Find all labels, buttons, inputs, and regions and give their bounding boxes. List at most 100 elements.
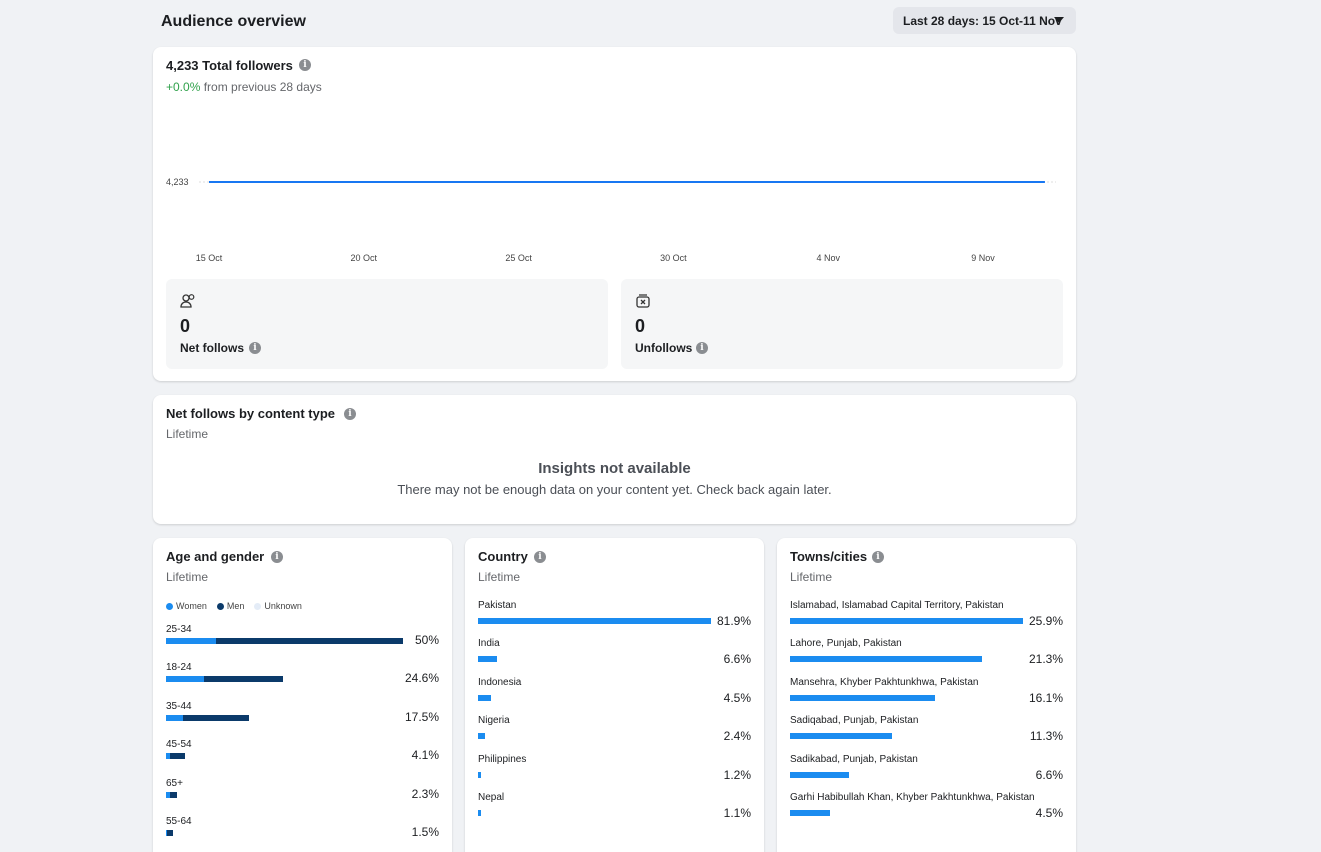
bar-segment xyxy=(166,830,167,836)
bar-segment xyxy=(166,676,204,683)
bar xyxy=(478,618,711,624)
value-label: 11.3% xyxy=(1029,729,1063,744)
category-label: 45-54 xyxy=(166,739,192,751)
card-title: Age and gender xyxy=(166,549,265,564)
net-follows-value: 0 xyxy=(180,316,191,336)
category-label: Indonesia xyxy=(478,676,522,688)
legend-dot xyxy=(166,603,173,610)
value-label: 1.2% xyxy=(723,767,751,782)
info-icon[interactable]: i xyxy=(299,59,311,71)
bar xyxy=(790,733,892,740)
net-follows-box: 0 Net follows i xyxy=(166,279,608,369)
followers-title: 4,233 Total followers xyxy=(166,58,293,73)
period: Lifetime xyxy=(166,570,209,584)
category-label: Sadiqabad, Punjab, Pakistan xyxy=(790,715,919,727)
category-label: 65+ xyxy=(166,777,183,789)
legend-dot xyxy=(254,603,262,610)
value-label: 6.6% xyxy=(1035,767,1063,782)
category-label: Islamabad, Islamabad Capital Territory, … xyxy=(790,600,1004,611)
bar xyxy=(790,656,982,663)
page-title: Audience overview xyxy=(161,13,306,30)
caret xyxy=(1054,17,1064,23)
info-icon[interactable]: i xyxy=(534,551,546,563)
date-range: Last 28 days: 15 Oct-11 Nov xyxy=(903,14,1062,28)
value-label: 4.5% xyxy=(723,690,751,705)
people-icon xyxy=(180,294,195,308)
x-tick-label: 15 Oct xyxy=(196,253,223,263)
date-button[interactable]: Last 28 days: 15 Oct-11 Nov xyxy=(893,7,1076,34)
empty-text: There may not be enough data on your con… xyxy=(397,482,832,497)
age-gender-card: Age and gender i Lifetime Women Men Unknown 25… xyxy=(153,538,452,852)
bar-segment xyxy=(166,791,170,798)
x-tick-label: 30 Oct xyxy=(660,253,687,263)
value-label: 1.1% xyxy=(723,806,751,820)
bar xyxy=(790,810,831,816)
bar-segment xyxy=(203,676,283,683)
bar xyxy=(478,771,482,778)
info-icon[interactable]: i xyxy=(249,342,261,354)
y-tick-label: 4,233 xyxy=(166,177,189,187)
unfollows-value: 0 xyxy=(635,316,646,336)
period: Lifetime xyxy=(790,570,833,584)
change: +0.0% xyxy=(166,80,201,94)
bar xyxy=(790,771,850,778)
value-label: 16.1% xyxy=(1028,690,1063,705)
category-label: Mansehra, Khyber Pakhtunkhwa, Pakistan xyxy=(790,676,979,688)
category-label: Garhi Habibullah Khan, Khyber Pakhtunkhw… xyxy=(790,792,1035,803)
value-label: 50% xyxy=(414,633,439,647)
x-tick-label: 9 Nov xyxy=(971,253,995,263)
x-tick-label: 20 Oct xyxy=(351,253,378,263)
category-label: 35-44 xyxy=(166,700,192,712)
value-label: 1.5% xyxy=(411,825,439,839)
value-label: 21.3% xyxy=(1028,652,1063,667)
x-tick-label: 4 Nov xyxy=(816,253,840,263)
followers-card: 4,233 Total followers i +0.0% from previ… xyxy=(153,47,1076,381)
cities-card: Towns/cities i Lifetime Islamabad, Islamaba… xyxy=(777,538,1076,852)
unfollows-label: Unfollows xyxy=(635,341,693,355)
value-label: 6.6% xyxy=(723,652,751,667)
category-label: Nepal xyxy=(478,792,505,803)
value-label: 24.6% xyxy=(404,671,439,686)
category-label: India xyxy=(478,638,500,650)
bar xyxy=(478,810,482,816)
bar-segment xyxy=(166,638,216,644)
card-title: Net follows by content type xyxy=(166,406,336,421)
bar-segment xyxy=(169,791,177,798)
unfollow-icon xyxy=(636,294,650,308)
value-label: 4.1% xyxy=(411,748,439,763)
category-label: 55-64 xyxy=(166,816,192,827)
bar-segment xyxy=(182,714,249,721)
bar xyxy=(478,733,485,740)
value-label: 17.5% xyxy=(404,709,439,724)
bar-segment xyxy=(169,753,186,760)
bar-segment xyxy=(215,638,403,644)
category-label: Sadikabad, Punjab, Pakistan xyxy=(790,753,918,765)
period: Lifetime xyxy=(478,570,521,584)
category-label: Lahore, Punjab, Pakistan xyxy=(790,638,902,650)
bar xyxy=(790,618,1023,624)
followers-chart: 4,233 15 Oct 20 Oct 25 Oct 30 Oct 4 Nov 9 Nov xyxy=(166,177,1056,263)
value-label: 2.4% xyxy=(723,729,751,744)
value-label: 25.9% xyxy=(1028,614,1063,628)
value-label: 4.5% xyxy=(1035,806,1063,820)
category-label: Philippines xyxy=(478,753,527,765)
card-title: Towns/cities xyxy=(790,549,868,564)
info-icon[interactable]: i xyxy=(344,408,356,420)
legend-label: Men xyxy=(226,601,245,611)
category-label: Nigeria xyxy=(478,715,510,727)
content-type-card: Net follows by content type i Lifetime I… xyxy=(153,395,1076,524)
info-icon[interactable]: i xyxy=(271,551,283,563)
category-label: 18-24 xyxy=(166,662,192,674)
category-label: Pakistan xyxy=(478,600,517,611)
x-tick-label: 25 Oct xyxy=(505,253,532,263)
info-icon[interactable]: i xyxy=(696,342,708,354)
info-icon[interactable]: i xyxy=(872,551,884,563)
bar xyxy=(790,694,935,701)
category-label: 25-34 xyxy=(166,624,192,635)
legend-label: Unknown xyxy=(264,601,302,611)
value-label: 2.3% xyxy=(411,786,439,801)
legend-dot xyxy=(216,603,224,610)
net-follows-label: Net follows xyxy=(180,341,245,355)
card-title: Country xyxy=(478,549,528,564)
